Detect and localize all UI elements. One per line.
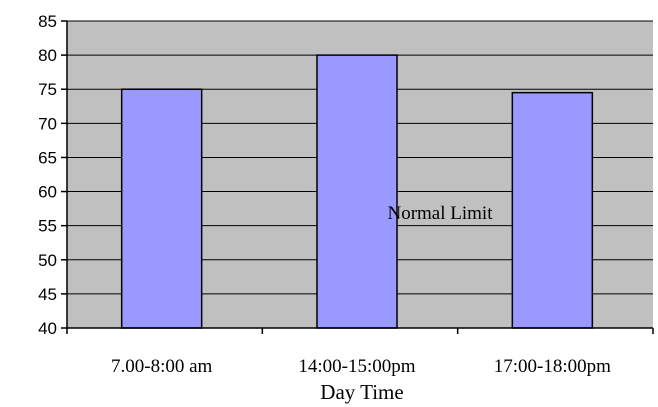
y-tick-label: 60 [38, 183, 57, 202]
bars [120, 54, 594, 329]
y-tick-label: 70 [38, 114, 57, 133]
y-tick-label: 45 [38, 285, 57, 304]
x-axis-ticks [66, 328, 654, 334]
y-tick-label: 50 [38, 251, 57, 270]
normal-limit-label: Normal Limit [387, 203, 493, 224]
y-axis-tick-labels: 40 45 50 55 60 65 70 75 80 85 [38, 12, 57, 338]
x-axis-title: Day Time [320, 380, 403, 404]
y-axis-ticks [61, 20, 67, 329]
x-category-label: 7.00-8:00 am [111, 356, 213, 377]
y-tick-label: 65 [38, 148, 57, 167]
x-category-label: 14:00-15:00pm [298, 356, 415, 377]
y-tick-label: 75 [38, 80, 57, 99]
y-tick-label: 40 [38, 319, 57, 338]
y-tick-label: 85 [38, 12, 57, 31]
bar-2 [511, 91, 594, 329]
x-axis-category-labels: 7.00-8:00 am 14:00-15:00pm 17:00-18:00pm [111, 356, 611, 377]
y-tick-label: 55 [38, 217, 57, 236]
x-category-label: 17:00-18:00pm [494, 356, 611, 377]
bar-0 [120, 88, 203, 329]
bar-1 [316, 54, 398, 329]
y-tick-label: 80 [38, 46, 57, 65]
